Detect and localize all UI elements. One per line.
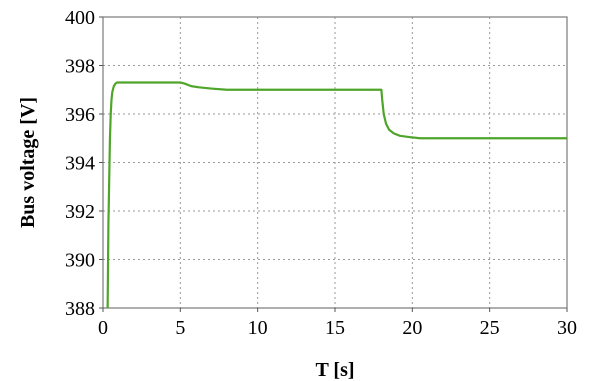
y-tick-label: 388 bbox=[65, 298, 95, 320]
voltage-series-line bbox=[106, 81, 567, 309]
x-tick-label: 10 bbox=[248, 317, 268, 339]
y-tick-label: 390 bbox=[65, 250, 95, 272]
axis-ticks: 0 5 10 15 20 25 30 388 390 392 394 396 398 400 bbox=[65, 7, 577, 339]
x-tick-label: 15 bbox=[325, 317, 345, 339]
y-tick-label: 394 bbox=[65, 153, 95, 175]
x-tick-label: 0 bbox=[98, 317, 108, 339]
x-tick-label: 5 bbox=[175, 317, 185, 339]
y-tick-label: 396 bbox=[65, 104, 95, 126]
y-tick-label: 400 bbox=[65, 7, 95, 29]
y-tick-label: 392 bbox=[65, 201, 95, 223]
x-tick-label: 30 bbox=[557, 317, 577, 339]
x-tick-label: 20 bbox=[402, 317, 422, 339]
x-axis-title: T [s] bbox=[315, 359, 354, 381]
series-layer bbox=[106, 81, 567, 309]
y-tick-label: 398 bbox=[65, 56, 95, 78]
y-axis-title: Bus voltage [V] bbox=[17, 97, 39, 228]
grid-lines bbox=[103, 17, 567, 308]
x-tick-label: 25 bbox=[480, 317, 500, 339]
